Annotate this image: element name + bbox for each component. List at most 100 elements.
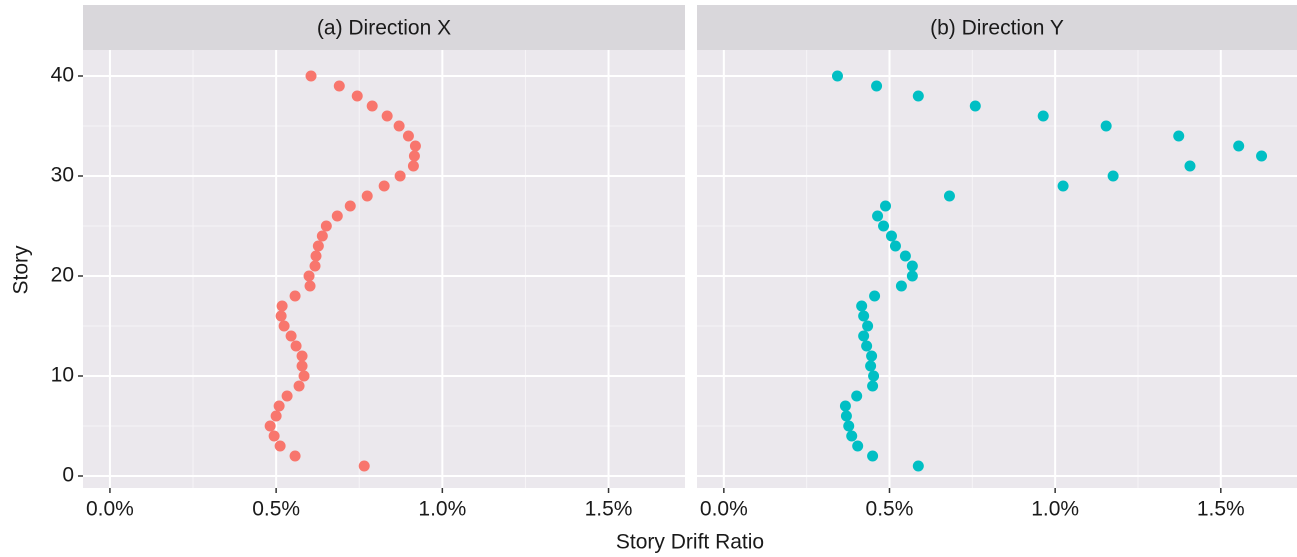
point <box>906 270 918 282</box>
point <box>402 130 414 142</box>
point <box>312 240 324 252</box>
point <box>285 330 297 342</box>
x-tick-label: 1.5% <box>585 498 633 521</box>
point <box>1184 160 1196 172</box>
y-tick-label: 10 <box>51 364 74 387</box>
point <box>885 230 897 242</box>
point <box>878 220 890 232</box>
point <box>296 350 308 362</box>
point <box>303 270 315 282</box>
point <box>856 300 868 312</box>
point <box>351 90 363 102</box>
point <box>275 310 287 322</box>
point <box>867 450 879 462</box>
point <box>358 460 370 472</box>
point <box>290 340 302 352</box>
y-axis-title: Story <box>10 245 33 295</box>
point <box>381 110 393 122</box>
point <box>899 250 911 262</box>
point <box>1057 180 1069 192</box>
panel-background <box>83 50 685 488</box>
point <box>839 400 851 412</box>
point <box>843 420 855 432</box>
point <box>270 410 282 422</box>
point <box>305 70 317 82</box>
point <box>289 450 301 462</box>
point <box>969 100 981 112</box>
point <box>304 280 316 292</box>
point <box>943 190 955 202</box>
x-tick-label: 0.0% <box>86 498 134 521</box>
point <box>866 350 878 362</box>
point <box>393 120 405 132</box>
point <box>344 200 356 212</box>
point <box>846 430 858 442</box>
point <box>858 310 870 322</box>
x-tick-label: 0.0% <box>700 498 748 521</box>
point <box>912 90 924 102</box>
point <box>407 160 419 172</box>
point <box>296 360 308 372</box>
point <box>852 440 864 452</box>
point <box>276 300 288 312</box>
point <box>274 440 286 452</box>
strip-background <box>83 5 685 50</box>
point <box>912 460 924 472</box>
facet-title: (a) Direction X <box>317 17 451 40</box>
point <box>310 250 322 262</box>
point <box>880 200 892 212</box>
point <box>1233 140 1245 152</box>
point <box>1100 120 1112 132</box>
point <box>1107 170 1119 182</box>
point <box>320 220 332 232</box>
x-axis-title: Story Drift Ratio <box>616 531 764 554</box>
point <box>869 290 881 302</box>
point <box>862 320 874 332</box>
point <box>858 330 870 342</box>
point <box>906 260 918 272</box>
facet-title: (b) Direction Y <box>930 17 1064 40</box>
point <box>872 210 884 222</box>
point <box>408 150 420 162</box>
point <box>871 80 883 92</box>
point <box>394 170 406 182</box>
point <box>889 240 901 252</box>
strip-background <box>697 5 1297 50</box>
point <box>309 260 321 272</box>
panel-background <box>697 50 1297 488</box>
point <box>1256 150 1268 162</box>
x-tick-label: 1.0% <box>418 498 466 521</box>
point <box>293 380 305 392</box>
y-tick-label: 40 <box>51 64 74 87</box>
point <box>868 370 880 382</box>
point <box>264 420 276 432</box>
point <box>289 290 301 302</box>
point <box>316 230 328 242</box>
point <box>865 360 877 372</box>
point <box>333 80 345 92</box>
y-tick-label: 30 <box>51 164 74 187</box>
x-tick-label: 0.5% <box>866 498 914 521</box>
point <box>867 380 879 392</box>
point <box>361 190 373 202</box>
point <box>281 390 293 402</box>
x-tick-label: 1.5% <box>1197 498 1245 521</box>
point <box>378 180 390 192</box>
point <box>861 340 873 352</box>
point <box>273 400 285 412</box>
point <box>298 370 310 382</box>
point <box>268 430 280 442</box>
point <box>409 140 421 152</box>
point <box>851 390 863 402</box>
y-tick-label: 0 <box>62 464 74 487</box>
point <box>366 100 378 112</box>
point <box>831 70 843 82</box>
x-tick-label: 0.5% <box>252 498 300 521</box>
point <box>278 320 290 332</box>
point <box>840 410 852 422</box>
point <box>331 210 343 222</box>
point <box>1173 130 1185 142</box>
point <box>895 280 907 292</box>
x-tick-label: 1.0% <box>1031 498 1079 521</box>
